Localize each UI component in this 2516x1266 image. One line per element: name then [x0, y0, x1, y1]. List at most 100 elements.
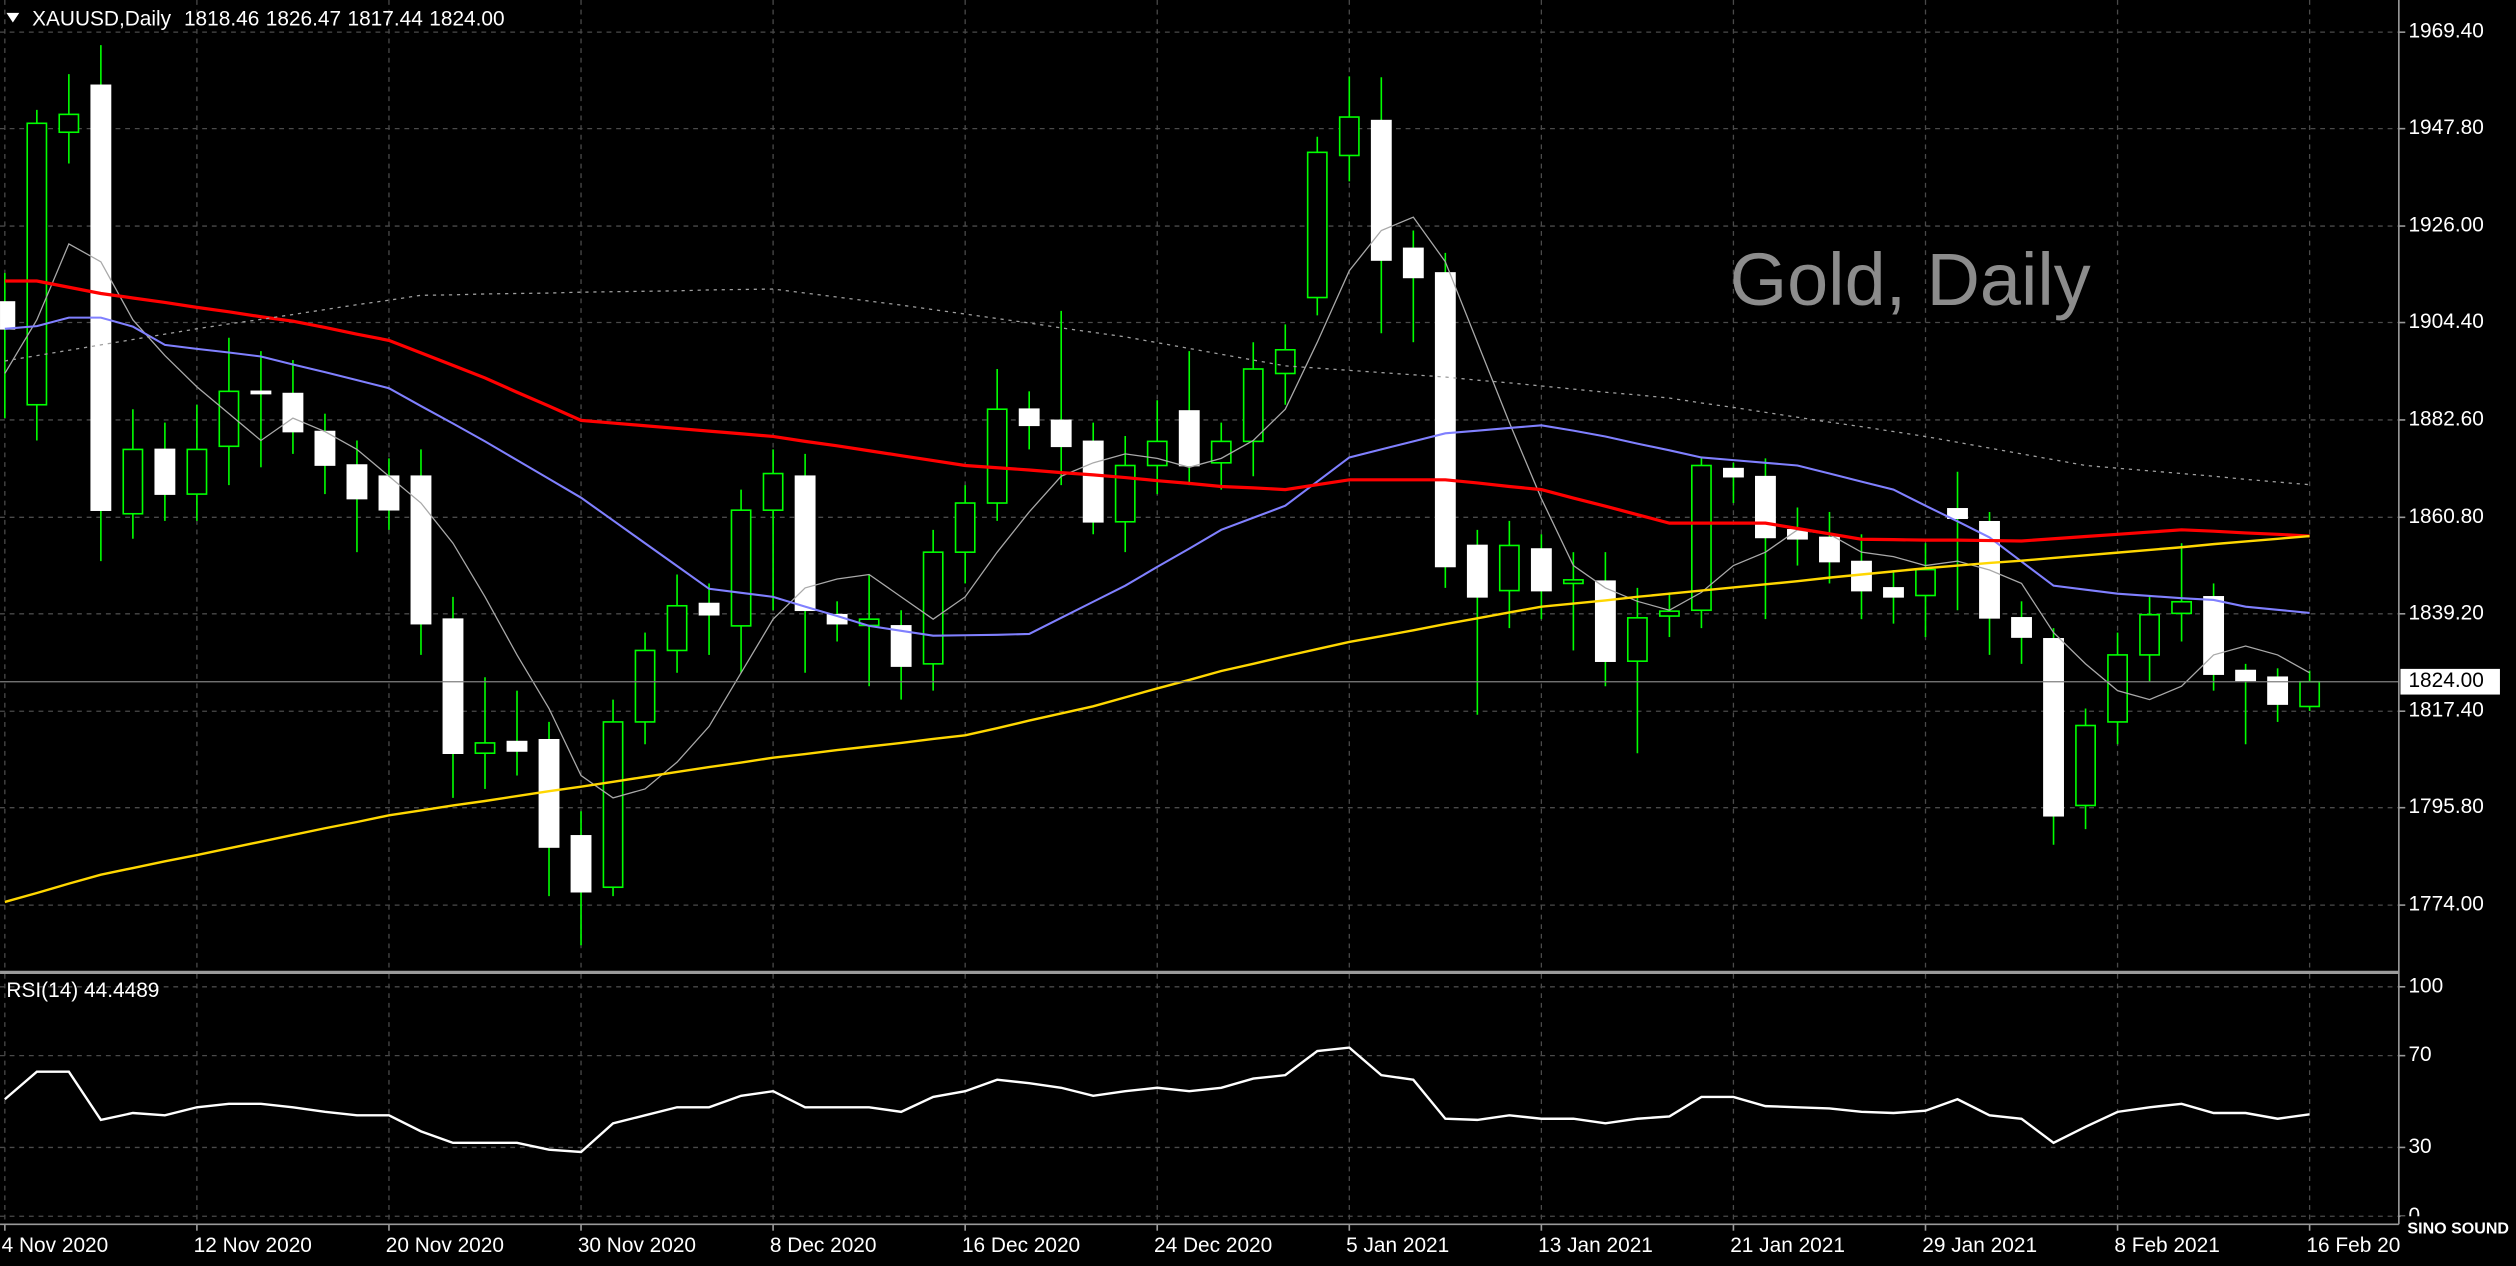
- x-tick-label: 29 Jan 2021: [1922, 1234, 2037, 1257]
- candle-body-down: [346, 464, 368, 500]
- candle-body-up: [1690, 464, 1712, 612]
- candle-body-down: [506, 740, 528, 752]
- candle-body-down: [890, 625, 912, 667]
- moving-average-line: [4, 534, 2310, 904]
- header-close: 1824.00: [429, 7, 504, 30]
- candle-body-down: [2011, 617, 2032, 638]
- candle-body-up: [1274, 348, 1296, 375]
- candle-body-down: [2203, 596, 2225, 675]
- candle-body-up: [762, 472, 784, 511]
- candle-body-down: [90, 84, 112, 511]
- x-tick-label: 13 Jan 2021: [1538, 1234, 1653, 1257]
- rsi-tick-label: 30: [2408, 1135, 2431, 1158]
- candle-body-up: [58, 113, 80, 134]
- candle-body-up: [2075, 724, 2096, 807]
- candle-body-up: [730, 509, 752, 627]
- candle-body-up: [1146, 440, 1168, 467]
- candle-body-up: [986, 408, 1008, 504]
- candle-body-up: [1915, 568, 1936, 597]
- candle-body-down: [2235, 669, 2257, 682]
- candle-body-up: [634, 649, 656, 723]
- candle-body-down: [1819, 536, 1840, 563]
- candle-body-down: [1370, 119, 1392, 261]
- price-pane: [0, 45, 2399, 946]
- moving-average-line: [4, 316, 2310, 637]
- x-tick-label: 30 Nov 2020: [578, 1234, 696, 1257]
- candle-body-up: [122, 448, 144, 515]
- candle-body-up: [186, 448, 208, 495]
- y-tick-label: 1947.80: [2408, 116, 2483, 139]
- candle-body-down: [1050, 419, 1072, 448]
- candle-body-down: [282, 392, 304, 433]
- candle-body-down: [1082, 440, 1104, 523]
- candle-body-down: [1402, 247, 1424, 279]
- rsi-pane: [4, 1046, 2310, 1154]
- x-tick-label: 4 Nov 2020: [2, 1234, 109, 1257]
- candle-body-down: [0, 301, 16, 330]
- candle-body-down: [2267, 676, 2289, 705]
- candle-body-down: [1178, 410, 1200, 467]
- candle-body-down: [1723, 467, 1744, 478]
- candle-body-down: [154, 448, 176, 495]
- y-tick-label: 1882.60: [2408, 407, 2483, 430]
- header-menu-icon[interactable]: [6, 12, 20, 23]
- candle-body-down: [410, 475, 432, 625]
- candle-body-up: [1210, 440, 1232, 464]
- rsi-title: RSI(14) 44.4489: [6, 979, 159, 1002]
- y-tick-label: 1817.40: [2408, 699, 2483, 722]
- x-tick-label: 20 Nov 2020: [386, 1234, 504, 1257]
- x-tick-label: 16 Feb 2021: [2306, 1234, 2423, 1257]
- candle-body-up: [2139, 613, 2161, 656]
- candle-body-up: [1338, 116, 1360, 157]
- candle-body-up: [26, 122, 48, 406]
- current-price-box: [2400, 668, 2500, 695]
- header-low: 1817.44: [348, 7, 423, 30]
- candle-body-up: [954, 502, 976, 553]
- chart-header: XAUUSD,Daily 1818.46 1826.47 1817.44 1824.00: [32, 7, 505, 30]
- logo: SINO SOUND: [2407, 1219, 2509, 1237]
- candle-body-up: [1114, 464, 1136, 523]
- x-tick-label: 21 Jan 2021: [1730, 1234, 1845, 1257]
- rsi-tick-label: 70: [2408, 1043, 2431, 1066]
- y-tick-label: 1774.00: [2408, 893, 2483, 916]
- x-tick-label: 8 Dec 2020: [770, 1234, 877, 1257]
- x-tick-label: 24 Dec 2020: [1154, 1234, 1272, 1257]
- x-tick-label: 5 Jan 2021: [1346, 1234, 1449, 1257]
- candle-body-up: [922, 551, 944, 665]
- moving-average-line: [4, 279, 2310, 543]
- candle-body-up: [2107, 654, 2128, 723]
- rsi-tick-label: 0: [2408, 1204, 2420, 1227]
- y-tick-label: 1969.40: [2408, 20, 2483, 43]
- current-price-label: 1824.00: [2408, 669, 2483, 692]
- candle-body-down: [250, 390, 272, 395]
- symbol: XAUUSD,Daily: [32, 7, 172, 30]
- candle-body-up: [1626, 617, 1648, 662]
- candle-body-down: [794, 475, 816, 612]
- candle-body-up: [666, 604, 688, 652]
- y-tick-label: 1904.40: [2408, 310, 2483, 333]
- y-tick-label: 1839.20: [2408, 601, 2483, 624]
- candle-body-up: [1306, 151, 1328, 299]
- candle-body-down: [2043, 638, 2064, 817]
- candle-body-down: [442, 618, 464, 755]
- candle-body-up: [218, 390, 240, 448]
- y-tick-label: 1926.00: [2408, 214, 2483, 237]
- candle-body-up: [2299, 680, 2321, 708]
- y-tick-label: 1860.80: [2408, 505, 2483, 528]
- candle-body-down: [570, 835, 592, 893]
- rsi-tick-label: 100: [2408, 974, 2443, 997]
- candle-body-up: [1498, 544, 1520, 592]
- candle-body-down: [314, 430, 336, 466]
- candle-body-up: [1658, 610, 1680, 617]
- candle-body-down: [1018, 408, 1040, 427]
- rsi-line: [4, 1046, 2310, 1154]
- candle-body-down: [1755, 475, 1776, 539]
- candle-body-up: [1562, 579, 1584, 585]
- x-tick-label: 12 Nov 2020: [194, 1234, 312, 1257]
- x-tick-label: 8 Feb 2021: [2114, 1234, 2219, 1257]
- y-tick-label: 1795.80: [2408, 795, 2483, 818]
- logo-box: [2400, 1216, 2516, 1266]
- candle-body-down: [1594, 580, 1616, 662]
- candle-body-up: [474, 742, 496, 755]
